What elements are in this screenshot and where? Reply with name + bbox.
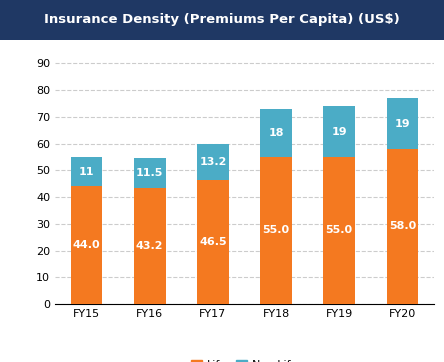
Text: 55.0: 55.0 bbox=[262, 226, 289, 235]
Text: Insurance Density (Premiums Per Capita) (US$): Insurance Density (Premiums Per Capita) … bbox=[44, 13, 400, 26]
Bar bbox=[71, 186, 103, 304]
Text: 44.0: 44.0 bbox=[73, 240, 100, 250]
Text: 19: 19 bbox=[395, 118, 410, 129]
Text: 13.2: 13.2 bbox=[199, 157, 226, 167]
Text: 46.5: 46.5 bbox=[199, 237, 227, 247]
Text: 11: 11 bbox=[79, 167, 94, 177]
Text: 43.2: 43.2 bbox=[136, 241, 163, 251]
Text: 11.5: 11.5 bbox=[136, 168, 163, 178]
Bar bbox=[71, 157, 103, 186]
Bar bbox=[387, 98, 418, 149]
Bar bbox=[197, 180, 229, 304]
Bar bbox=[134, 189, 166, 304]
Bar bbox=[134, 158, 166, 189]
Bar bbox=[324, 157, 355, 304]
Text: 58.0: 58.0 bbox=[389, 222, 416, 231]
Legend: Life, Non-Life: Life, Non-Life bbox=[186, 355, 302, 362]
Bar bbox=[324, 106, 355, 157]
Text: 55.0: 55.0 bbox=[326, 226, 353, 235]
Bar bbox=[260, 109, 292, 157]
Text: 19: 19 bbox=[331, 127, 347, 136]
Bar bbox=[260, 157, 292, 304]
Text: 18: 18 bbox=[268, 128, 284, 138]
Bar bbox=[387, 149, 418, 304]
Bar bbox=[197, 144, 229, 180]
